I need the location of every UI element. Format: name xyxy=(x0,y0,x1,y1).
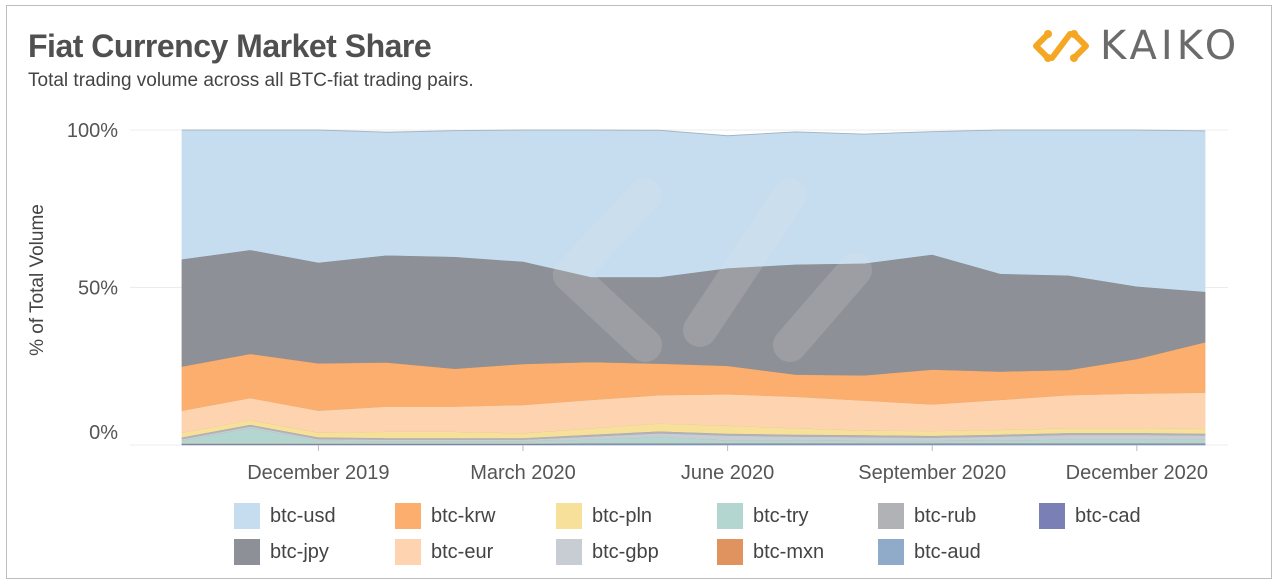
watermark-icon xyxy=(553,178,872,362)
y-axis-label: % of Total Volume xyxy=(27,204,48,356)
legend-swatch xyxy=(556,503,582,529)
legend-swatch xyxy=(878,539,904,565)
legend-swatch xyxy=(234,503,260,529)
legend-item-btc-cad: btc-cad xyxy=(1039,503,1141,529)
area-edge-btc-usd xyxy=(182,129,1206,137)
legend-item-btc-eur: btc-eur xyxy=(395,539,493,565)
y-tick-label: 100% xyxy=(67,120,118,142)
kaiko-logo-icon xyxy=(1033,30,1089,62)
legend-label: btc-eur xyxy=(431,540,494,563)
x-tick-label: December 2020 xyxy=(1066,462,1208,484)
legend-label: btc-mxn xyxy=(753,540,825,563)
legend-label: btc-try xyxy=(753,504,809,527)
legend-item-btc-pln: btc-pln xyxy=(556,503,652,529)
legend-item-btc-aud: btc-aud xyxy=(878,539,981,565)
legend-swatch xyxy=(1039,503,1065,529)
legend-label: btc-usd xyxy=(270,504,336,527)
x-tick-label: June 2020 xyxy=(681,462,774,484)
legend-swatch xyxy=(878,503,904,529)
legend-item-btc-mxn: btc-mxn xyxy=(717,539,824,565)
legend-swatch xyxy=(234,539,260,565)
kaiko-logo: KAIKO xyxy=(1030,23,1250,69)
kaiko-logo-text: KAIKO xyxy=(1100,23,1241,69)
area-btc-usd xyxy=(181,129,1206,293)
x-tick-label: March 2020 xyxy=(470,462,576,484)
x-axis-ticks: December 2019 March 2020 June 2020 Septembe… xyxy=(247,445,1208,484)
legend-item-btc-rub: btc-rub xyxy=(878,503,976,529)
x-tick-label: December 2019 xyxy=(247,462,389,484)
legend-swatch xyxy=(395,503,421,529)
legend-label: btc-aud xyxy=(914,540,981,563)
legend-item-btc-usd: btc-usd xyxy=(234,503,336,529)
legend-item-btc-jpy: btc-jpy xyxy=(234,539,329,565)
chart-title: Fiat Currency Market Share xyxy=(28,28,432,64)
legend-label: btc-jpy xyxy=(270,540,329,563)
legend: btc-usd btc-krw btc-pln btc-try btc-rub btc-c… xyxy=(234,503,1234,573)
y-tick-label: 0% xyxy=(89,422,118,444)
chart-subtitle: Total trading volume across all BTC-fiat… xyxy=(28,70,474,91)
y-tick-label: 50% xyxy=(78,278,118,300)
x-tick-label: September 2020 xyxy=(858,462,1006,484)
legend-swatch xyxy=(556,539,582,565)
legend-swatch xyxy=(395,539,421,565)
legend-label: btc-gbp xyxy=(592,540,659,563)
legend-label: btc-cad xyxy=(1075,504,1141,527)
area-series xyxy=(181,129,1206,446)
legend-label: btc-rub xyxy=(914,504,977,527)
legend-swatch xyxy=(717,539,743,565)
y-axis-ticks: 100% 50% 0% xyxy=(67,120,118,444)
legend-label: btc-pln xyxy=(592,504,653,527)
legend-item-btc-try: btc-try xyxy=(717,503,809,529)
legend-label: btc-krw xyxy=(431,504,496,527)
legend-item-btc-gbp: btc-gbp xyxy=(556,539,659,565)
legend-item-btc-krw: btc-krw xyxy=(395,503,495,529)
legend-swatch xyxy=(717,503,743,529)
